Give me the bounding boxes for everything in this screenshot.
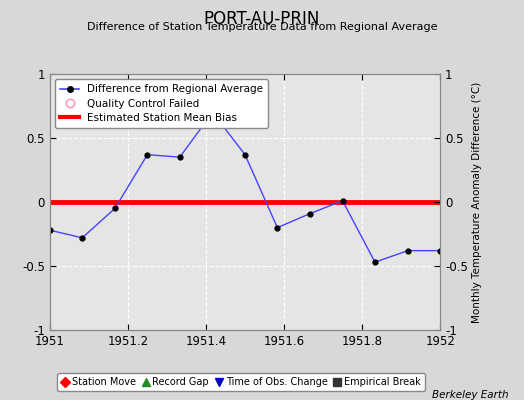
Legend: Station Move, Record Gap, Time of Obs. Change, Empirical Break: Station Move, Record Gap, Time of Obs. C… — [58, 373, 424, 391]
Text: Berkeley Earth: Berkeley Earth — [432, 390, 508, 400]
Text: PORT-AU-PRIN: PORT-AU-PRIN — [204, 10, 320, 28]
Text: Difference of Station Temperature Data from Regional Average: Difference of Station Temperature Data f… — [87, 22, 437, 32]
Y-axis label: Monthly Temperature Anomaly Difference (°C): Monthly Temperature Anomaly Difference (… — [472, 81, 482, 323]
Legend: Difference from Regional Average, Quality Control Failed, Estimated Station Mean: Difference from Regional Average, Qualit… — [55, 79, 268, 128]
